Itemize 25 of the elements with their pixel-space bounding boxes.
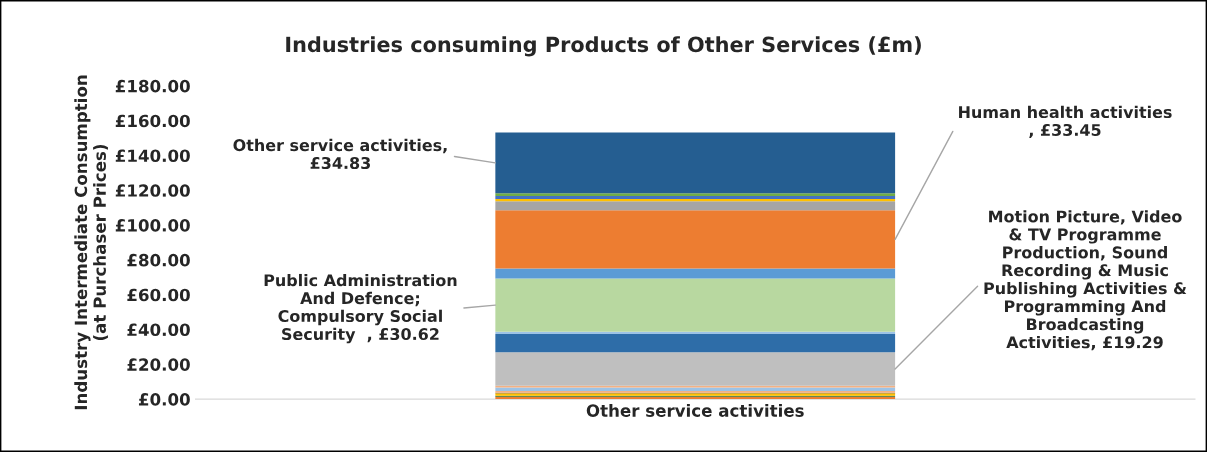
x-tick-label: Other service activities (586, 403, 804, 417)
bar (495, 278, 896, 332)
bar (495, 132, 896, 194)
y-tick-label: £20.00 (127, 358, 190, 371)
y-axis-title: Industry Intermediate Consumption (at Purchaser Prices) (74, 75, 108, 410)
bar (495, 352, 896, 386)
y-tick-label: £0.00 (138, 393, 190, 406)
bar (495, 334, 896, 353)
y-tick-label: £60.00 (127, 288, 190, 302)
data-label: Human health activities , £33.45 (959, 105, 1172, 139)
y-tick-label: £180.00 (115, 79, 190, 93)
bar (495, 201, 896, 211)
bar (495, 210, 896, 269)
data-label: Motion Picture, Video & TV Programme Production, Sound Recording & Music Publishing Activities & Programming And Broadcasting Activities, £19.29 (984, 210, 1187, 351)
data-label: Other service activities, £34.83 (233, 138, 447, 170)
y-tick-label: £140.00 (115, 149, 190, 163)
data-label: Public Administration And Defence; Compulsory Social Security , £30.62 (264, 273, 457, 344)
y-tick-label: £100.00 (115, 219, 190, 232)
y-tick-label: £160.00 (115, 114, 190, 128)
bar (495, 387, 896, 392)
chart-title: Industries consuming Products of Other Services (£m) (286, 36, 921, 57)
bar (495, 268, 896, 279)
y-tick-label: £40.00 (127, 323, 190, 337)
y-tick-label: £120.00 (115, 184, 190, 197)
y-tick-label: £80.00 (127, 253, 190, 267)
